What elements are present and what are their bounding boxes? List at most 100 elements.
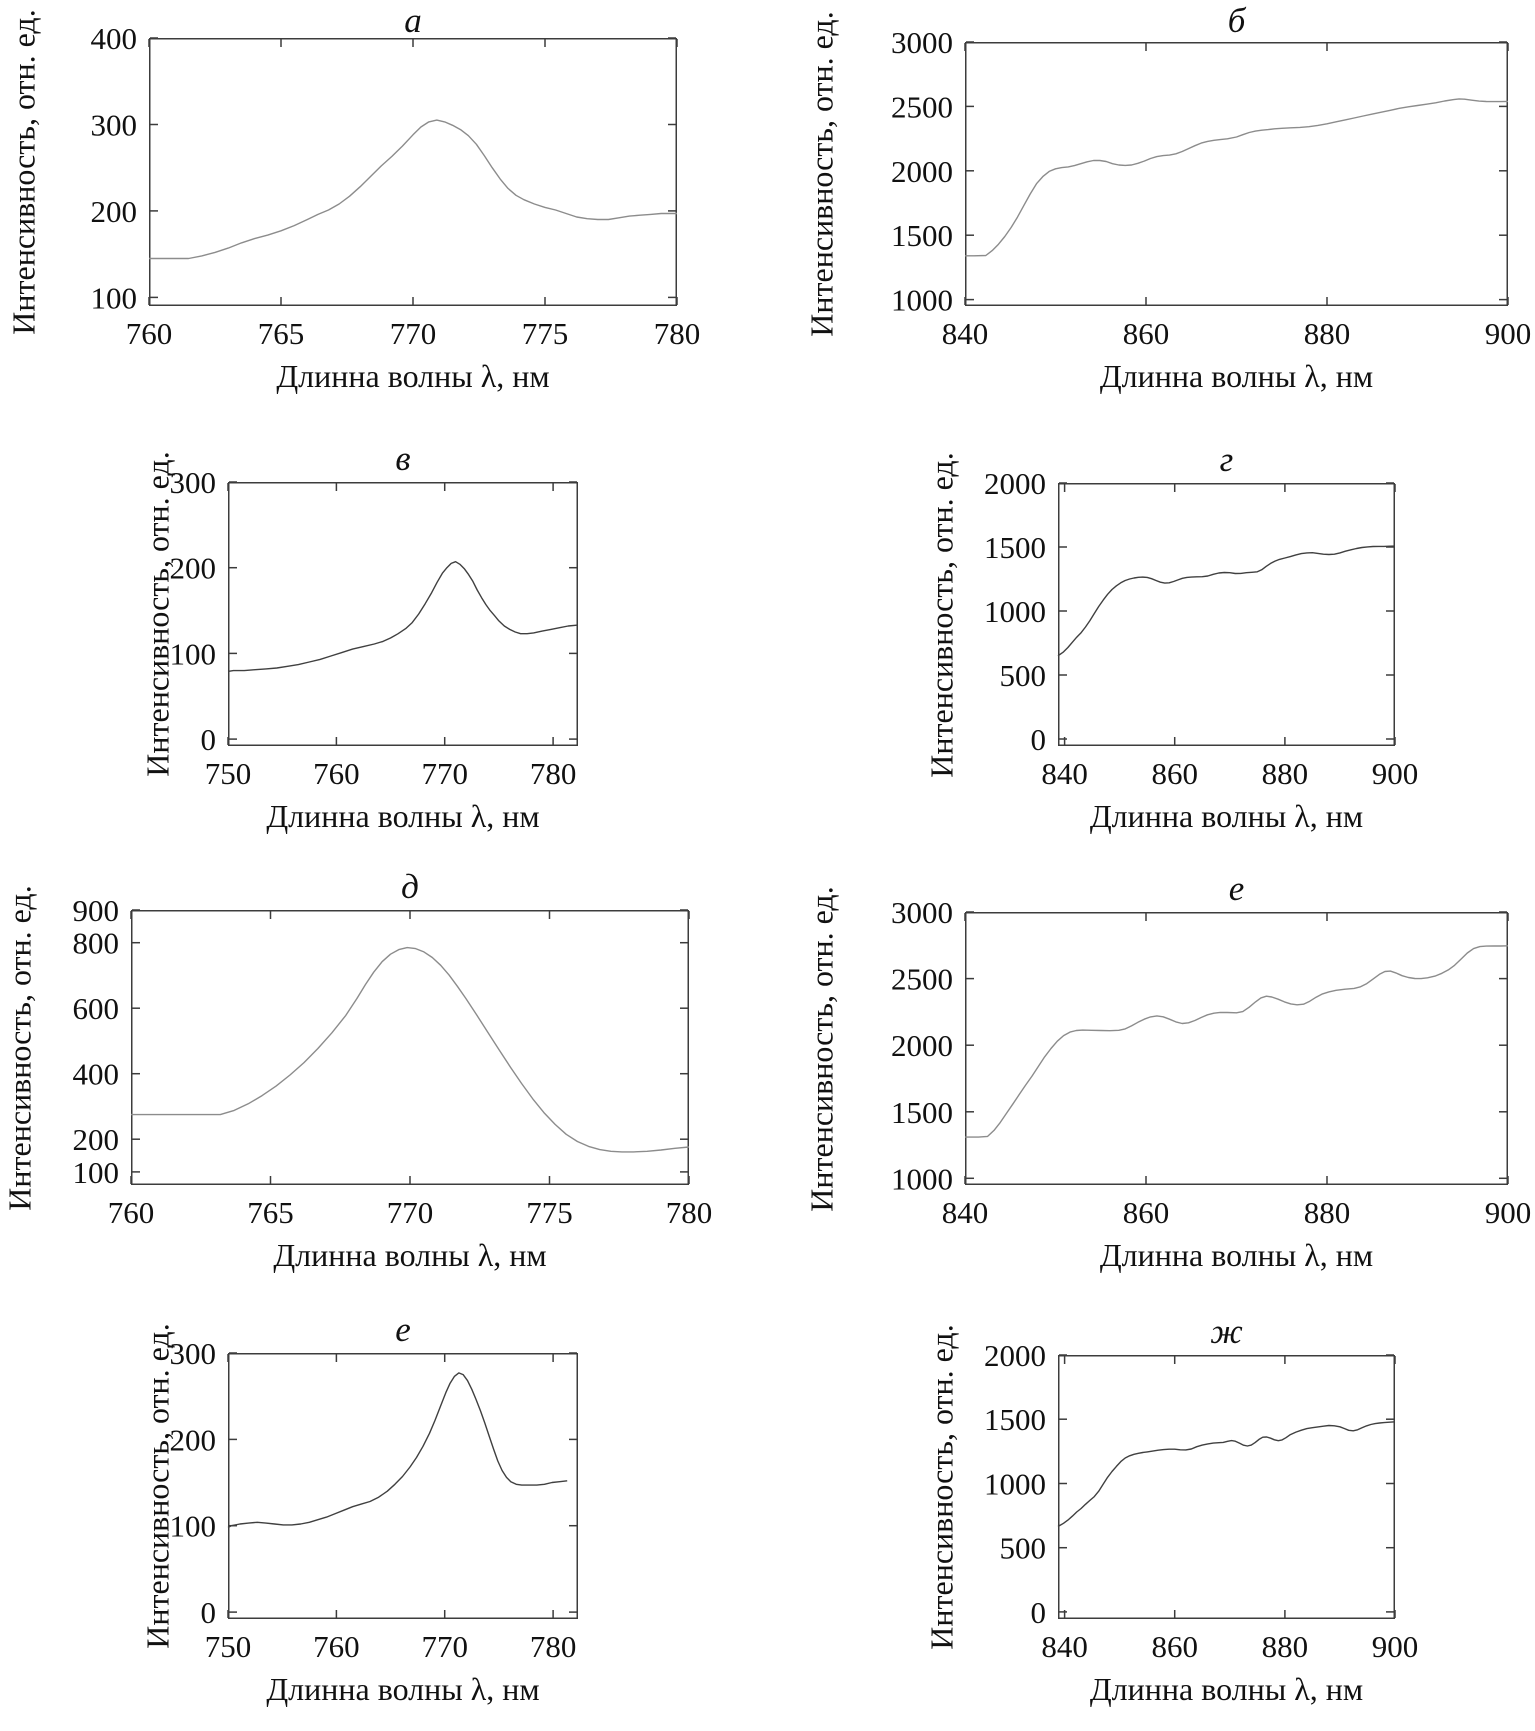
y-tick-label: 400 <box>91 21 138 56</box>
y-tick-label: 1000 <box>891 283 953 318</box>
y-tick-label: 200 <box>91 194 138 229</box>
y-tick-label: 500 <box>1000 658 1047 693</box>
y-tick-label: 1500 <box>891 1095 953 1130</box>
chart-title: г <box>1219 440 1234 479</box>
x-tick-label: 760 <box>108 1195 155 1230</box>
y-tick-label: 900 <box>73 893 120 928</box>
x-axis-label: Длинна волны λ, нм <box>1099 358 1374 394</box>
plot-area: 760 765 770 775 780 100 200 300 400 <box>91 21 701 351</box>
spectrum-curve <box>227 1372 568 1529</box>
x-tick-label: 780 <box>654 316 701 351</box>
x-tick-label: 750 <box>205 756 252 791</box>
plot-border <box>965 42 1508 306</box>
plot-area: 750 760 770 780 0 100 200 300 <box>170 465 579 791</box>
y-tick-label: 2000 <box>891 154 953 189</box>
y-tick-label: 1500 <box>891 218 953 253</box>
y-axis-label: Интенсивность, отн. ед. <box>803 11 840 337</box>
spectrum-curve <box>965 945 1509 1138</box>
y-axis-label: Интенсивность, отн. ед. <box>923 451 960 778</box>
y-tick-label: 1500 <box>984 1402 1046 1437</box>
y-tick-label: 200 <box>73 1122 120 1157</box>
y-tick-label: 1000 <box>891 1161 953 1196</box>
y-tick-label: 100 <box>73 1155 120 1190</box>
y-tick-label: 0 <box>201 722 217 757</box>
y-tick-label: 3000 <box>891 25 953 60</box>
y-tick-label: 100 <box>170 1509 217 1544</box>
x-axis-label: Длинна волны λ, нм <box>276 358 550 394</box>
plot-border <box>965 912 1508 1185</box>
y-tick-label: 1500 <box>984 530 1046 565</box>
chart-title: а <box>404 1 422 40</box>
chart-title: д <box>401 867 419 906</box>
y-tick-label: 500 <box>1000 1531 1047 1566</box>
plot-area: 840 860 880 900 1000 1500 2000 2500 3000 <box>891 895 1531 1230</box>
x-axis-label: Длинна волны λ, нм <box>273 1237 547 1273</box>
spectrum-curve <box>965 98 1509 257</box>
y-tick-label: 3000 <box>891 895 953 930</box>
x-tick-label: 770 <box>387 1195 434 1230</box>
y-tick-label: 0 <box>201 1595 217 1630</box>
spectrum-curve <box>131 946 690 1153</box>
y-tick-label: 200 <box>170 551 217 586</box>
y-tick-label: 2500 <box>891 962 953 997</box>
plot-border <box>228 482 578 746</box>
x-tick-label: 760 <box>126 316 173 351</box>
x-tick-label: 860 <box>1151 1629 1198 1664</box>
x-tick-label: 760 <box>313 756 360 791</box>
x-axis-label: Длинна волны λ, нм <box>1089 798 1364 834</box>
x-tick-label: 770 <box>421 1629 468 1664</box>
y-tick-label: 100 <box>170 636 217 671</box>
x-tick-label: 880 <box>1304 316 1351 351</box>
y-tick-label: 2000 <box>984 1338 1046 1373</box>
plot-border <box>1058 483 1395 746</box>
plot-area: 840 860 880 900 0 500 1000 1500 2000 <box>984 1338 1418 1664</box>
plot-area: 840 860 880 900 1000 1500 2000 2500 3000 <box>891 25 1531 351</box>
y-tick-label: 2500 <box>891 89 953 124</box>
y-tick-label: 1000 <box>984 594 1046 629</box>
spectrum-curve <box>149 119 677 260</box>
y-tick-label: 200 <box>170 1422 217 1457</box>
x-tick-label: 900 <box>1372 756 1419 791</box>
y-tick-label: 2000 <box>891 1028 953 1063</box>
y-tick-label: 300 <box>170 465 217 500</box>
x-tick-label: 860 <box>1123 316 1170 351</box>
x-tick-label: 765 <box>258 316 305 351</box>
x-tick-label: 780 <box>530 756 577 791</box>
y-tick-label: 600 <box>73 991 120 1026</box>
y-axis-label: Интенсивность, отн. ед. <box>803 885 840 1212</box>
y-tick-label: 300 <box>91 108 138 143</box>
x-tick-label: 840 <box>942 1195 989 1230</box>
plot-border <box>228 1353 578 1619</box>
y-axis-label: Интенсивность, отн. ед. <box>1 884 38 1211</box>
x-tick-label: 880 <box>1262 1629 1309 1664</box>
plot-border <box>131 910 689 1185</box>
y-tick-label: 300 <box>170 1336 217 1371</box>
x-tick-label: 860 <box>1151 756 1198 791</box>
chart-title: в <box>395 439 411 478</box>
chart-title: ж <box>1210 1312 1243 1351</box>
y-axis-label: Интенсивность, отн. ед. <box>923 1324 960 1650</box>
spectrum-curve <box>1057 1421 1396 1528</box>
plot-area: 840 860 880 900 0 500 1000 1500 2000 <box>984 466 1418 791</box>
x-tick-label: 780 <box>530 1629 577 1664</box>
x-tick-label: 760 <box>313 1629 360 1664</box>
y-axis-label: Интенсивность, отн. ед. <box>139 451 176 777</box>
x-tick-label: 770 <box>390 316 437 351</box>
x-tick-label: 750 <box>205 1629 252 1664</box>
plot-border <box>1058 1355 1395 1619</box>
x-tick-label: 900 <box>1372 1629 1419 1664</box>
y-tick-label: 0 <box>1031 1595 1047 1630</box>
x-axis-label: Длинна волны λ, нм <box>1089 1671 1364 1707</box>
x-tick-label: 900 <box>1485 1195 1532 1230</box>
y-tick-label: 1000 <box>984 1467 1046 1502</box>
x-tick-label: 840 <box>1041 1629 1088 1664</box>
x-tick-label: 775 <box>526 1195 573 1230</box>
